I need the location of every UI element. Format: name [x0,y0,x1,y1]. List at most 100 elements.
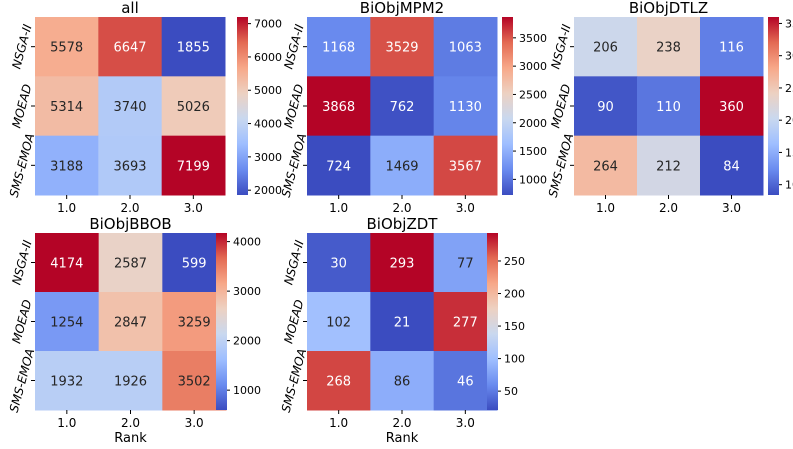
heatmap-cell [162,292,227,352]
cell-value-label: 360 [719,100,744,115]
cell-value-label: 77 [457,257,474,272]
colorbar-tick-label: 6000 [254,51,282,64]
x-tick-label: 3.0 [722,201,741,215]
cell-value-label: 238 [656,41,681,56]
colorbar-tick-label: 100 [785,179,793,192]
heatmap-cell [98,292,163,352]
heatmap-cell [700,135,764,196]
cell-value-label: 7199 [177,159,210,174]
colorbar-gradient [502,17,513,195]
cell-value-label: 1932 [50,375,83,390]
x-tick-label: 1.0 [329,201,348,215]
colorbar-tick-label: 1500 [519,145,547,158]
panel-title: BiObjZDT [367,215,439,233]
panel-title: BiObjBBOB [89,215,171,233]
cell-value-label: 268 [326,375,351,390]
y-tick-label: MOEAD [9,83,34,130]
cell-value-label: 84 [723,159,740,174]
colorbar: 50 100 150 200 250 [487,233,525,410]
x-axis-label: Rank [114,431,147,445]
heatmap-cell [370,351,435,411]
colorbar-tick-label: 250 [785,82,793,95]
x-tick-label: 2.0 [121,416,140,430]
heatmap-cell [35,135,99,196]
heatmap-cell [307,17,371,77]
colorbar-tick-label: 250 [504,255,525,268]
heatmap-cell [370,292,435,352]
heatmap-cell [637,135,701,196]
colorbar-tick-label: 350 [785,17,793,30]
x-tick-label: 3.0 [456,201,475,215]
panel-title: BiObjMPM2 [360,0,444,17]
colorbar-tick-label: 2000 [254,184,282,197]
panel-title: all [121,0,139,17]
colorbar-tick-label: 100 [504,353,525,366]
y-tick-label: NSGA-II [9,238,34,286]
cell-value-label: 762 [390,100,415,115]
heatmap-cell [700,17,764,77]
x-axis-label: Rank [386,431,419,445]
y-tick-label: MOEAD [281,298,306,345]
heatmap-cell [161,135,226,196]
x-tick-label: 2.0 [120,201,139,215]
heatmap-panel-3: BiObjBBOB 4174 2587 599 1254 2847 3259 1932 1926… [7,215,261,446]
colorbar-tick-label: 300 [785,50,793,63]
cell-value-label: 212 [656,159,681,174]
heatmap-cell [162,351,227,411]
panel-title: BiObjDTLZ [629,0,708,17]
heatmap-cell [574,17,638,77]
heatmap-cell [35,233,100,293]
colorbar-tick-label: 1000 [233,384,261,397]
colorbar-tick-label: 5000 [254,84,282,97]
cell-value-label: 3502 [178,375,211,390]
colorbar-tick-label: 3000 [519,60,547,73]
cell-value-label: 3868 [322,100,355,115]
heatmap-cell [307,292,371,352]
colorbar-tick-label: 2000 [519,117,547,130]
heatmap-cell [35,292,100,352]
cell-value-label: 1469 [385,159,418,174]
cell-value-label: 599 [182,257,207,272]
cell-value-label: 21 [394,316,411,331]
colorbar-gradient [237,17,248,195]
colorbar-tick-label: 4000 [254,118,282,131]
heatmap-cell [433,292,498,352]
cell-value-label: 3693 [113,159,146,174]
heatmap-cell [574,135,638,196]
heatmap-cell [35,17,99,77]
heatmap-cell [433,17,498,77]
y-tick-label: MOEAD [548,83,573,130]
heatmap-cell [98,351,163,411]
cell-value-label: 724 [326,159,351,174]
colorbar-gradient [768,17,779,195]
cell-value-label: 1130 [449,100,482,115]
x-tick-label: 2.0 [659,201,678,215]
cell-value-label: 3259 [178,316,211,331]
colorbar-tick-label: 200 [785,114,793,127]
colorbar: 1000 2000 3000 4000 [216,233,261,410]
x-tick-label: 3.0 [184,201,203,215]
cell-value-label: 264 [593,159,618,174]
cell-value-label: 1254 [50,316,83,331]
heatmap-cell [307,135,371,196]
x-tick-label: 3.0 [456,416,475,430]
heatmap-cell [370,233,435,293]
y-tick-label: NSGA-II [281,238,306,286]
heatmap-cell [98,233,163,293]
heatmap-cell [307,351,371,411]
heatmap-cell [433,233,498,293]
colorbar-gradient [487,233,498,410]
y-tick-label: NSGA-II [548,22,573,70]
cell-value-label: 102 [326,316,351,331]
heatmap-cell [370,135,435,196]
cell-value-label: 1855 [177,41,210,56]
heatmap-cell [98,17,163,77]
heatmap-cell [433,135,498,196]
heatmap-cell [637,76,701,137]
colorbar-tick-label: 150 [785,146,793,159]
colorbar-tick-label: 3000 [233,285,261,298]
heatmap-cell [574,76,638,137]
heatmap-cell [35,351,100,411]
colorbar-tick-label: 200 [504,288,525,301]
